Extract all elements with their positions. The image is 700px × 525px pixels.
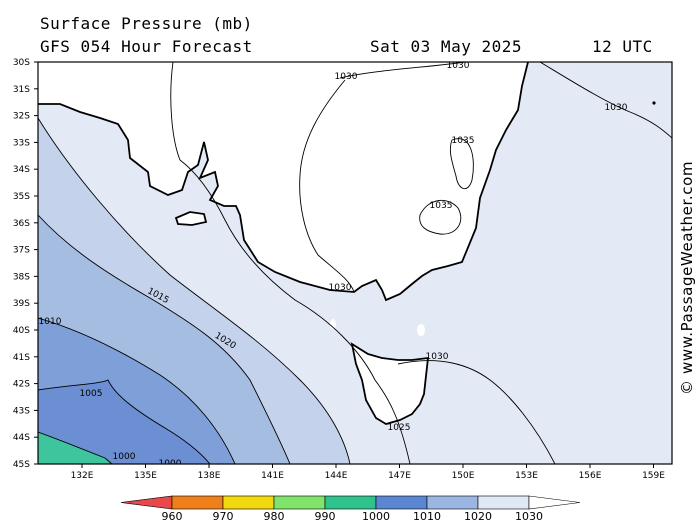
pressure-color-legend: 960 970 980 990 1000 1010 1020 1030 bbox=[120, 495, 581, 523]
lat-label: 34S bbox=[13, 165, 30, 175]
flinders-island bbox=[417, 324, 425, 336]
legend-label: 1020 bbox=[464, 510, 492, 523]
lon-label: 141E bbox=[261, 471, 284, 481]
legend-swatch bbox=[120, 495, 173, 510]
lat-label: 41S bbox=[13, 353, 30, 363]
isobar-label-1030: 1030 bbox=[426, 352, 449, 362]
lon-label: 159E bbox=[642, 471, 665, 481]
lon-label: 153E bbox=[515, 471, 538, 481]
legend-label: 1010 bbox=[413, 510, 441, 523]
tasmania-coast bbox=[352, 344, 428, 424]
isobar-label-1005: 1005 bbox=[80, 389, 103, 399]
pressure-zone-995 bbox=[38, 432, 112, 464]
legend-swatch bbox=[222, 495, 275, 510]
pressure-zone-1000 bbox=[38, 380, 210, 464]
legend-swatch bbox=[273, 495, 326, 510]
lon-label: 144E bbox=[325, 471, 348, 481]
longitude-axis: 132E 135E 138E 141E 144E 147E 150E 153E 156E 159E bbox=[71, 464, 665, 481]
lord-howe-island bbox=[652, 101, 656, 105]
legend-swatch bbox=[375, 495, 428, 510]
lat-label: 30S bbox=[13, 58, 30, 68]
lon-label: 147E bbox=[388, 471, 411, 481]
forecast-time: 12 UTC bbox=[592, 37, 653, 56]
legend-label: 1000 bbox=[362, 510, 390, 523]
site-credit: © www.PassageWeather.com bbox=[678, 160, 696, 395]
lat-label: 33S bbox=[13, 138, 30, 148]
isobar-label-1025: 1025 bbox=[388, 423, 411, 433]
lon-label: 135E bbox=[134, 471, 157, 481]
isobar-lines bbox=[38, 62, 672, 464]
lon-label: 138E bbox=[198, 471, 221, 481]
lat-label: 36S bbox=[13, 219, 30, 229]
isobar-label-1030: 1030 bbox=[329, 283, 352, 293]
map-frame bbox=[37, 61, 673, 465]
lat-label: 40S bbox=[13, 326, 30, 336]
lat-label: 39S bbox=[13, 299, 30, 309]
latitude-axis: 30S 31S 32S 33S 34S 35S 36S 37S 38S 39S 40S 41S 42S 4… bbox=[13, 58, 38, 470]
forecast-label: GFS 054 Hour Forecast bbox=[40, 37, 253, 56]
legend-swatch bbox=[477, 495, 530, 510]
lon-label: 150E bbox=[452, 471, 475, 481]
lat-label: 43S bbox=[13, 406, 30, 416]
lat-label: 38S bbox=[13, 272, 30, 282]
isobar-label-1030: 1030 bbox=[335, 72, 358, 82]
legend-swatch bbox=[324, 495, 377, 510]
legend-label: 970 bbox=[213, 510, 234, 523]
legend-swatch bbox=[528, 495, 581, 510]
forecast-date: Sat 03 May 2025 bbox=[370, 37, 522, 56]
isobar-label-1030: 1030 bbox=[447, 61, 470, 71]
isobar-label-1035: 1035 bbox=[430, 201, 453, 211]
map-title: Surface Pressure (mb) bbox=[40, 14, 253, 33]
mainland-coast bbox=[38, 62, 528, 300]
legend-swatch bbox=[171, 495, 224, 510]
isobar-label-1010: 1010 bbox=[39, 317, 62, 327]
lon-label: 156E bbox=[579, 471, 602, 481]
lat-label: 37S bbox=[13, 246, 30, 256]
lat-label: 35S bbox=[13, 192, 30, 202]
isobar-label-1030: 1030 bbox=[605, 103, 628, 113]
legend-label: 990 bbox=[315, 510, 336, 523]
coastline-outline bbox=[38, 62, 529, 425]
isobar-label-1000: 1000 bbox=[113, 452, 136, 462]
legend-label: 960 bbox=[162, 510, 183, 523]
legend-label: 980 bbox=[264, 510, 285, 523]
lat-label: 31S bbox=[13, 85, 30, 95]
lat-label: 42S bbox=[13, 380, 30, 390]
isobar-label-1000: 1000 bbox=[159, 459, 182, 469]
lat-label: 44S bbox=[13, 433, 30, 443]
lat-label: 32S bbox=[13, 112, 30, 122]
lat-label: 45S bbox=[13, 460, 30, 470]
lon-label: 132E bbox=[71, 471, 94, 481]
legend-label: 1030 bbox=[515, 510, 543, 523]
legend-swatch bbox=[426, 495, 479, 510]
isobar-label-1035: 1035 bbox=[452, 136, 475, 146]
